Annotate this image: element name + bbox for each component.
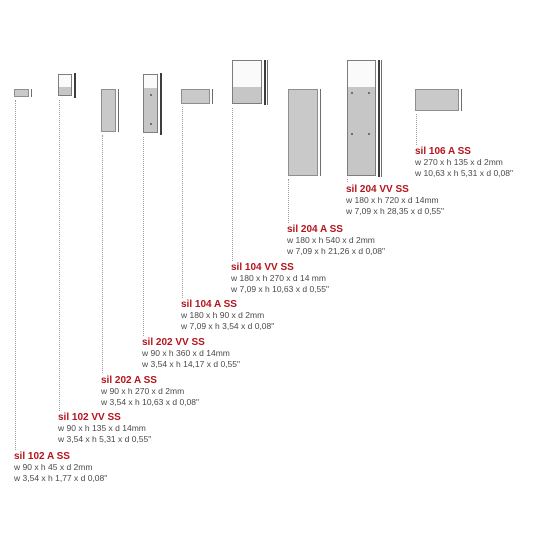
- sil-204-vv-ss-edge: [378, 60, 380, 177]
- product-dims-mm: w 180 x h 270 x d 14 mm: [231, 273, 326, 283]
- product-dims-in: w 3,54 x h 10,63 x d 0,08": [101, 397, 199, 407]
- product-dims-mm: w 90 x h 360 x d 14mm: [142, 348, 230, 358]
- product-dims-mm: w 90 x h 45 x d 2mm: [14, 462, 93, 472]
- product-name: sil 104 A SS: [181, 299, 237, 310]
- product-dims-mm: w 270 x h 135 x d 2mm: [415, 157, 503, 167]
- screw-icon: [150, 123, 152, 125]
- screw-icon: [368, 92, 370, 94]
- product-label: sil 204 A SS w 180 x h 540 x d 2mm w 7,0…: [287, 224, 385, 257]
- sil-204-a-ss-plate: [288, 89, 318, 176]
- leader-line: [416, 114, 417, 145]
- product-dims-mm: w 180 x h 90 x d 2mm: [181, 310, 265, 320]
- sil-104-vv-ss-lamp: [232, 60, 262, 104]
- product-dims-in: w 7,09 x h 28,35 x d 0,55": [346, 206, 444, 216]
- sil-104-vv-ss-back: [267, 60, 268, 105]
- product-dims-mm: w 180 x h 720 x d 14mm: [346, 195, 439, 205]
- leader-line: [347, 179, 348, 182]
- sil-102-vv-ss-edge: [74, 73, 76, 98]
- sil-202-vv-ss-lamp: [143, 74, 158, 133]
- product-dims-in: w 7,09 x h 3,54 x d 0,08": [181, 321, 275, 331]
- product-dims-mm: w 90 x h 270 x d 2mm: [101, 386, 185, 396]
- sil-104-vv-ss-edge: [264, 60, 266, 105]
- sil-204-vv-ss-lamp: [347, 60, 376, 176]
- product-name: sil 106 A SS: [415, 146, 471, 157]
- product-label: sil 102 A SS w 90 x h 45 x d 2mm w 3,54 …: [14, 451, 107, 484]
- leader-line: [288, 179, 289, 223]
- product-label: sil 104 VV SS w 180 x h 270 x d 14 mm w …: [231, 262, 329, 295]
- product-label: sil 106 A SS w 270 x h 135 x d 2mm w 10,…: [415, 146, 513, 179]
- leader-line: [59, 100, 60, 411]
- sil-202-a-ss-edge: [118, 89, 119, 132]
- leader-line: [232, 108, 233, 261]
- product-name: sil 202 A SS: [101, 375, 157, 386]
- screw-icon: [351, 133, 353, 135]
- leader-line: [182, 107, 183, 298]
- sil-202-a-ss-plate: [101, 89, 116, 132]
- sil-102-a-ss-plate: [14, 89, 29, 97]
- screw-icon: [351, 92, 353, 94]
- screw-icon: [368, 133, 370, 135]
- sil-104-a-ss-plate: [181, 89, 210, 104]
- sil-202-vv-ss-edge: [160, 73, 162, 135]
- product-label: sil 202 A SS w 90 x h 270 x d 2mm w 3,54…: [101, 375, 199, 408]
- screw-icon: [150, 94, 152, 96]
- product-dims-mm: w 90 x h 135 x d 14mm: [58, 423, 146, 433]
- product-dims-in: w 3,54 x h 5,31 x d 0,55": [58, 434, 152, 444]
- product-dims-mm: w 180 x h 540 x d 2mm: [287, 235, 375, 245]
- sil-102-vv-ss-lamp: [58, 74, 72, 96]
- product-dims-in: w 7,09 x h 21,26 x d 0,08": [287, 246, 385, 256]
- product-dims-in: w 10,63 x h 5,31 x d 0,08": [415, 168, 513, 178]
- product-dims-in: w 3,54 x h 1,77 x d 0,08": [14, 473, 108, 483]
- sil-102-a-ss-edge: [31, 89, 32, 97]
- product-name: sil 102 VV SS: [58, 412, 121, 423]
- sil-104-a-ss-edge: [212, 89, 213, 104]
- leader-line: [143, 137, 144, 336]
- sil-106-a-ss-plate: [415, 89, 459, 111]
- product-label: sil 104 A SS w 180 x h 90 x d 2mm w 7,09…: [181, 299, 274, 332]
- sil-106-a-ss-edge: [461, 89, 462, 111]
- product-name: sil 204 A SS: [287, 224, 343, 235]
- product-name: sil 104 VV SS: [231, 262, 294, 273]
- sil-204-a-ss-edge: [320, 89, 321, 176]
- product-label: sil 202 VV SS w 90 x h 360 x d 14mm w 3,…: [142, 337, 240, 370]
- product-name: sil 204 VV SS: [346, 184, 409, 195]
- product-label: sil 102 VV SS w 90 x h 135 x d 14mm w 3,…: [58, 412, 151, 445]
- leader-line: [102, 135, 103, 373]
- product-dims-in: w 7,09 x h 10,63 x d 0,55": [231, 284, 329, 294]
- product-name: sil 202 VV SS: [142, 337, 205, 348]
- sil-204-vv-ss-back: [381, 60, 382, 177]
- product-dims-in: w 3,54 x h 14,17 x d 0,55": [142, 359, 240, 369]
- leader-line: [15, 100, 16, 450]
- product-name: sil 102 A SS: [14, 451, 70, 462]
- product-label: sil 204 VV SS w 180 x h 720 x d 14mm w 7…: [346, 184, 444, 217]
